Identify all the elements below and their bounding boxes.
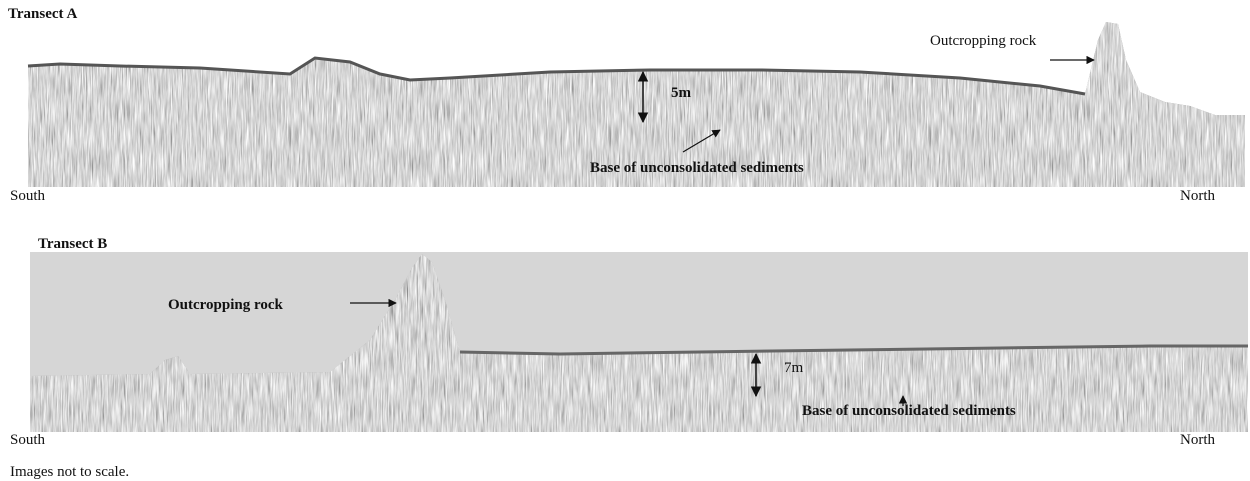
rock-label: Outcropping rock xyxy=(930,33,1037,49)
direction-left: South xyxy=(10,188,46,204)
thickness-label: 5m xyxy=(671,85,692,101)
seafloor xyxy=(459,344,1248,356)
thickness-label: 7m xyxy=(784,360,804,376)
direction-right: North xyxy=(1180,432,1215,448)
panel-title: Transect A xyxy=(8,6,77,22)
direction-left: South xyxy=(10,432,46,448)
direction-right: North xyxy=(1180,188,1215,204)
rock-label: Outcropping rock xyxy=(168,297,284,313)
footnote: Images not to scale. xyxy=(10,464,129,480)
panel-title: Transect B xyxy=(38,236,107,252)
seafloor xyxy=(27,56,1086,96)
base-label: Base of unconsolidated sediments xyxy=(802,403,1016,419)
pointer-arrow xyxy=(682,129,721,153)
base-label: Base of unconsolidated sediments xyxy=(590,160,804,176)
